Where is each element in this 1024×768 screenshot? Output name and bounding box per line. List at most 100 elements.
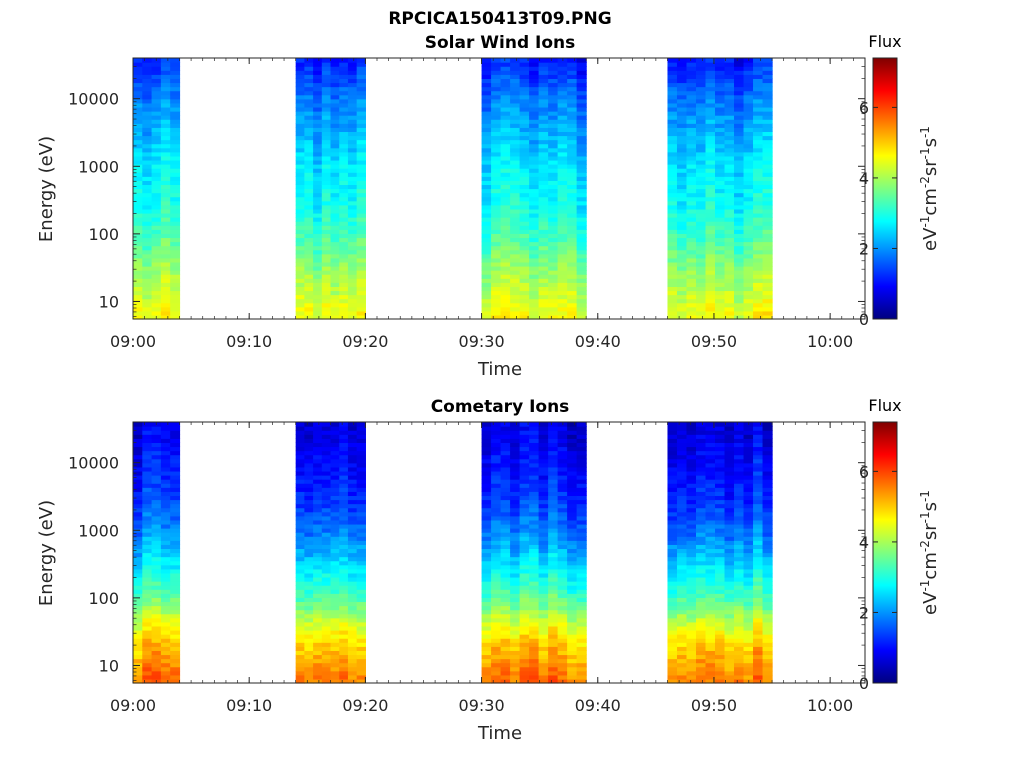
heatmap-cell [753,192,764,198]
heatmap-cell [686,528,697,533]
heatmap-cell [743,111,754,116]
heatmap-cell [667,155,678,161]
heatmap-cell [347,544,358,550]
heatmap-cell [538,613,549,619]
heatmap-cell [491,593,502,598]
heatmap-cell [160,270,171,275]
heatmap-cell [500,475,511,480]
heatmap-cell [576,629,587,635]
heatmap-cell [724,442,735,448]
heatmap-cell [321,646,332,651]
heatmap-cell [500,430,511,435]
heatmap-cell [481,564,492,570]
heatmap-cell [151,106,162,112]
heatmap-cell [557,306,568,312]
heatmap-cell [529,532,540,537]
heatmap-cell [321,650,332,656]
heatmap-cell [753,576,764,582]
heatmap-cell [321,164,332,169]
heatmap-cell [762,229,773,234]
heatmap-cell [557,581,568,586]
heatmap-cell [133,253,143,259]
heatmap-cell [160,102,171,108]
heatmap-cell [510,609,521,615]
heatmap-cell [330,135,340,141]
heatmap-cell [686,662,697,668]
heatmap-cell [557,188,568,194]
heatmap-cell [705,265,716,271]
y-tick-label: 10000 [68,90,119,109]
heatmap-cell [347,593,358,598]
heatmap-cell [330,127,340,133]
heatmap-cell [705,86,716,92]
heatmap-cell [548,601,559,607]
heatmap-cell [356,310,366,316]
heatmap-cell [705,172,716,177]
heatmap-cell [529,670,540,676]
heatmap-cell [762,208,773,214]
heatmap-cell [510,106,521,112]
heatmap-cell [753,127,764,133]
heatmap-cell [734,438,745,443]
heatmap-cell [491,115,502,120]
heatmap-cell [481,90,492,96]
heatmap-cell [529,257,540,263]
heatmap-cell [567,290,578,296]
heatmap-cell [491,139,502,145]
heatmap-cell [762,503,773,509]
heatmap-cell [347,176,358,181]
heatmap-cell [347,479,358,484]
heatmap-cell [696,446,707,452]
heatmap-cell [500,625,511,631]
heatmap-cell [724,115,735,120]
heatmap-cell [339,82,349,88]
heatmap-cell [548,540,559,545]
heatmap-cell [529,548,540,554]
heatmap-cell [715,82,726,88]
heatmap-cell [548,176,559,181]
heatmap-cell [151,241,162,247]
heatmap-cell [321,143,332,149]
heatmap-cell [529,290,540,296]
heatmap-cell [567,188,578,194]
heatmap-cell [753,115,764,120]
heatmap-cell [705,450,716,456]
heatmap-cell [321,523,332,529]
heatmap-cell [321,66,332,71]
heatmap-cell [313,159,323,165]
heatmap-cell [538,458,549,464]
heatmap-cell [330,241,340,247]
heatmap-cell [500,168,511,173]
heatmap-cell [500,540,511,545]
heatmap-cell [519,143,530,149]
heatmap-cell [548,237,559,243]
heatmap-cell [500,98,511,104]
heatmap-cell [567,249,578,255]
heatmap-cell [170,168,181,173]
heatmap-cell [753,483,764,488]
heatmap-cell [548,666,559,672]
heatmap-cell [715,147,726,153]
heatmap-cell [151,625,162,631]
heatmap-cell [753,658,764,664]
heatmap-cell [347,151,358,157]
heatmap-cell [500,127,511,133]
heatmap-cell [339,253,349,259]
heatmap-cell [686,642,697,647]
heatmap-cell [133,466,143,472]
heatmap-cell [491,629,502,635]
heatmap-cell [705,310,716,316]
heatmap-cell [347,90,358,96]
heatmap-cell [142,200,153,206]
heatmap-cell [133,544,143,550]
heatmap-cell [753,479,764,484]
heatmap-cell [576,593,587,598]
heatmap-cell [321,147,332,153]
heatmap-cell [667,74,678,79]
heatmap-cell [667,131,678,137]
heatmap-cell [313,422,323,427]
heatmap-cell [142,314,153,320]
heatmap-cell [715,487,726,492]
heatmap-cell [510,585,521,590]
heatmap-cell [734,593,745,598]
